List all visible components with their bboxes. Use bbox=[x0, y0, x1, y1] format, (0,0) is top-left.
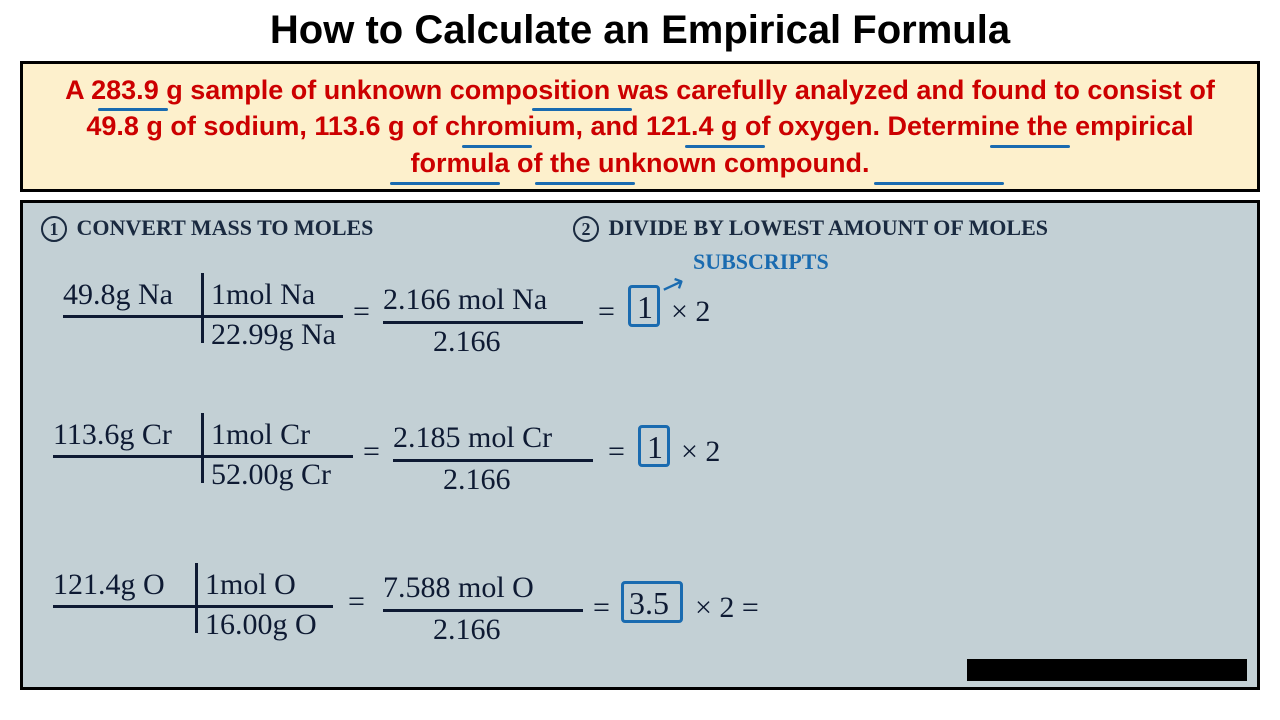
underline-8 bbox=[874, 182, 1004, 185]
na-conv-top: 1mol Na bbox=[211, 278, 315, 312]
o-divisor: 2.166 bbox=[433, 613, 501, 647]
cr-mass: 113.6g Cr bbox=[53, 418, 172, 452]
underline-3 bbox=[462, 145, 532, 148]
work-area: 1 CONVERT MASS TO MOLES 2 DIVIDE BY LOWE… bbox=[20, 200, 1260, 690]
o-mass: 121.4g O bbox=[53, 568, 165, 602]
o-moles: 7.588 mol O bbox=[383, 571, 534, 605]
o-divider bbox=[195, 563, 198, 633]
cr-conv-bot: 52.00g Cr bbox=[211, 458, 331, 492]
step-2-number: 2 bbox=[573, 216, 599, 242]
o-equals-2: = bbox=[593, 591, 610, 625]
cr-divider bbox=[201, 413, 204, 483]
na-equals-1: = bbox=[353, 295, 370, 329]
step-2-text: DIVIDE BY LOWEST AMOUNT OF MOLES bbox=[609, 215, 1048, 240]
o-conv-bot: 16.00g O bbox=[205, 608, 317, 642]
na-conv-bot: 22.99g Na bbox=[211, 318, 336, 352]
step-1-number: 1 bbox=[41, 216, 67, 242]
o-equals-1: = bbox=[348, 585, 365, 619]
underline-5 bbox=[990, 145, 1070, 148]
na-frac-line-2 bbox=[383, 321, 583, 324]
na-divisor: 2.166 bbox=[433, 325, 501, 359]
underline-4 bbox=[685, 145, 765, 148]
cr-equals-2: = bbox=[608, 435, 625, 469]
problem-text: A 283.9 g sample of unknown composition … bbox=[39, 72, 1241, 181]
na-equals-2: = bbox=[598, 295, 615, 329]
o-multiply: × 2 = bbox=[695, 591, 759, 625]
na-mass: 49.8g Na bbox=[63, 278, 173, 312]
underline-6 bbox=[390, 182, 500, 185]
o-conv-top: 1mol O bbox=[205, 568, 296, 602]
cr-multiply: × 2 bbox=[681, 435, 720, 469]
na-divider bbox=[201, 273, 204, 343]
cr-frac-line-2 bbox=[393, 459, 593, 462]
cr-equals-1: = bbox=[363, 435, 380, 469]
cr-conv-top: 1mol Cr bbox=[211, 418, 310, 452]
na-ratio: 1 bbox=[637, 289, 653, 326]
underline-7 bbox=[535, 182, 635, 185]
step-1-text: CONVERT MASS TO MOLES bbox=[77, 215, 374, 240]
step-1-label: 1 CONVERT MASS TO MOLES bbox=[41, 215, 373, 242]
problem-statement-box: A 283.9 g sample of unknown composition … bbox=[20, 61, 1260, 192]
o-ratio: 3.5 bbox=[629, 585, 669, 622]
page-title: How to Calculate an Empirical Formula bbox=[20, 8, 1260, 53]
step-2-label: 2 DIVIDE BY LOWEST AMOUNT OF MOLES bbox=[573, 215, 1048, 242]
cr-ratio: 1 bbox=[647, 429, 663, 466]
cr-moles: 2.185 mol Cr bbox=[393, 421, 552, 455]
o-frac-line-2 bbox=[383, 609, 583, 612]
watermark bbox=[967, 659, 1247, 681]
cr-divisor: 2.166 bbox=[443, 463, 511, 497]
underline-1 bbox=[98, 108, 168, 111]
underline-2 bbox=[532, 108, 632, 111]
subscripts-label: SUBSCRIPTS bbox=[693, 249, 829, 275]
na-multiply: × 2 bbox=[671, 295, 710, 329]
na-moles: 2.166 mol Na bbox=[383, 283, 547, 317]
